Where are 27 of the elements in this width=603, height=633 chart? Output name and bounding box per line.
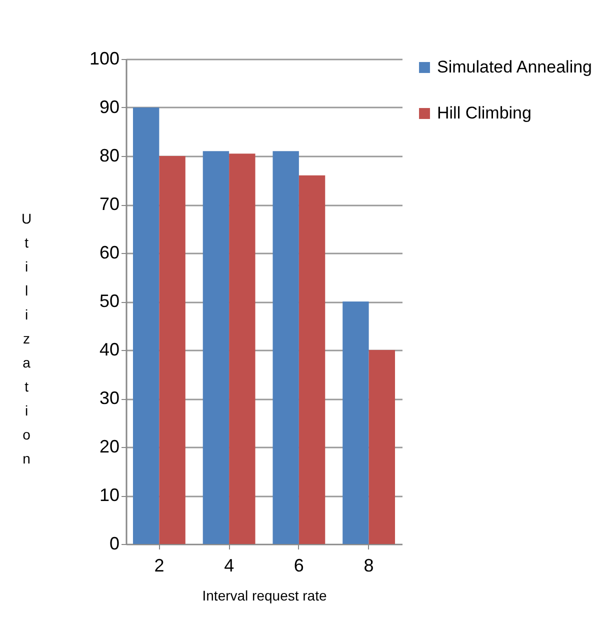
x-tick-label: 6 xyxy=(294,556,304,576)
x-tick-label: 8 xyxy=(364,556,374,576)
bar xyxy=(342,302,369,544)
text: Utilization xyxy=(21,210,32,466)
bar xyxy=(368,350,396,544)
x-tick-label: 4 xyxy=(224,556,234,576)
bar xyxy=(202,151,230,544)
x-axis-title: Interval request rate xyxy=(202,588,327,604)
legend-label: Hill Climbing xyxy=(437,104,532,122)
y-tick-label: 50 xyxy=(99,291,120,311)
bar xyxy=(272,151,299,544)
bar xyxy=(159,156,186,544)
y-tick-label: 90 xyxy=(99,97,120,117)
y-tick-label: 60 xyxy=(99,242,120,262)
y-tick-label: 40 xyxy=(99,340,120,360)
y-tick-label: 20 xyxy=(99,436,120,456)
bar xyxy=(229,154,256,544)
legend-label: Simulated Annealing xyxy=(437,58,592,76)
y-tick-label: 80 xyxy=(99,146,120,166)
y-tick-label: 100 xyxy=(89,48,120,68)
y-tick-label: 0 xyxy=(109,534,120,554)
x-tick-label: 2 xyxy=(154,556,164,576)
y-tick-label: 10 xyxy=(99,485,120,505)
y-tick-label: 30 xyxy=(99,388,120,408)
bar xyxy=(132,108,160,544)
y-tick-label: 70 xyxy=(99,194,120,214)
bar xyxy=(298,175,326,544)
